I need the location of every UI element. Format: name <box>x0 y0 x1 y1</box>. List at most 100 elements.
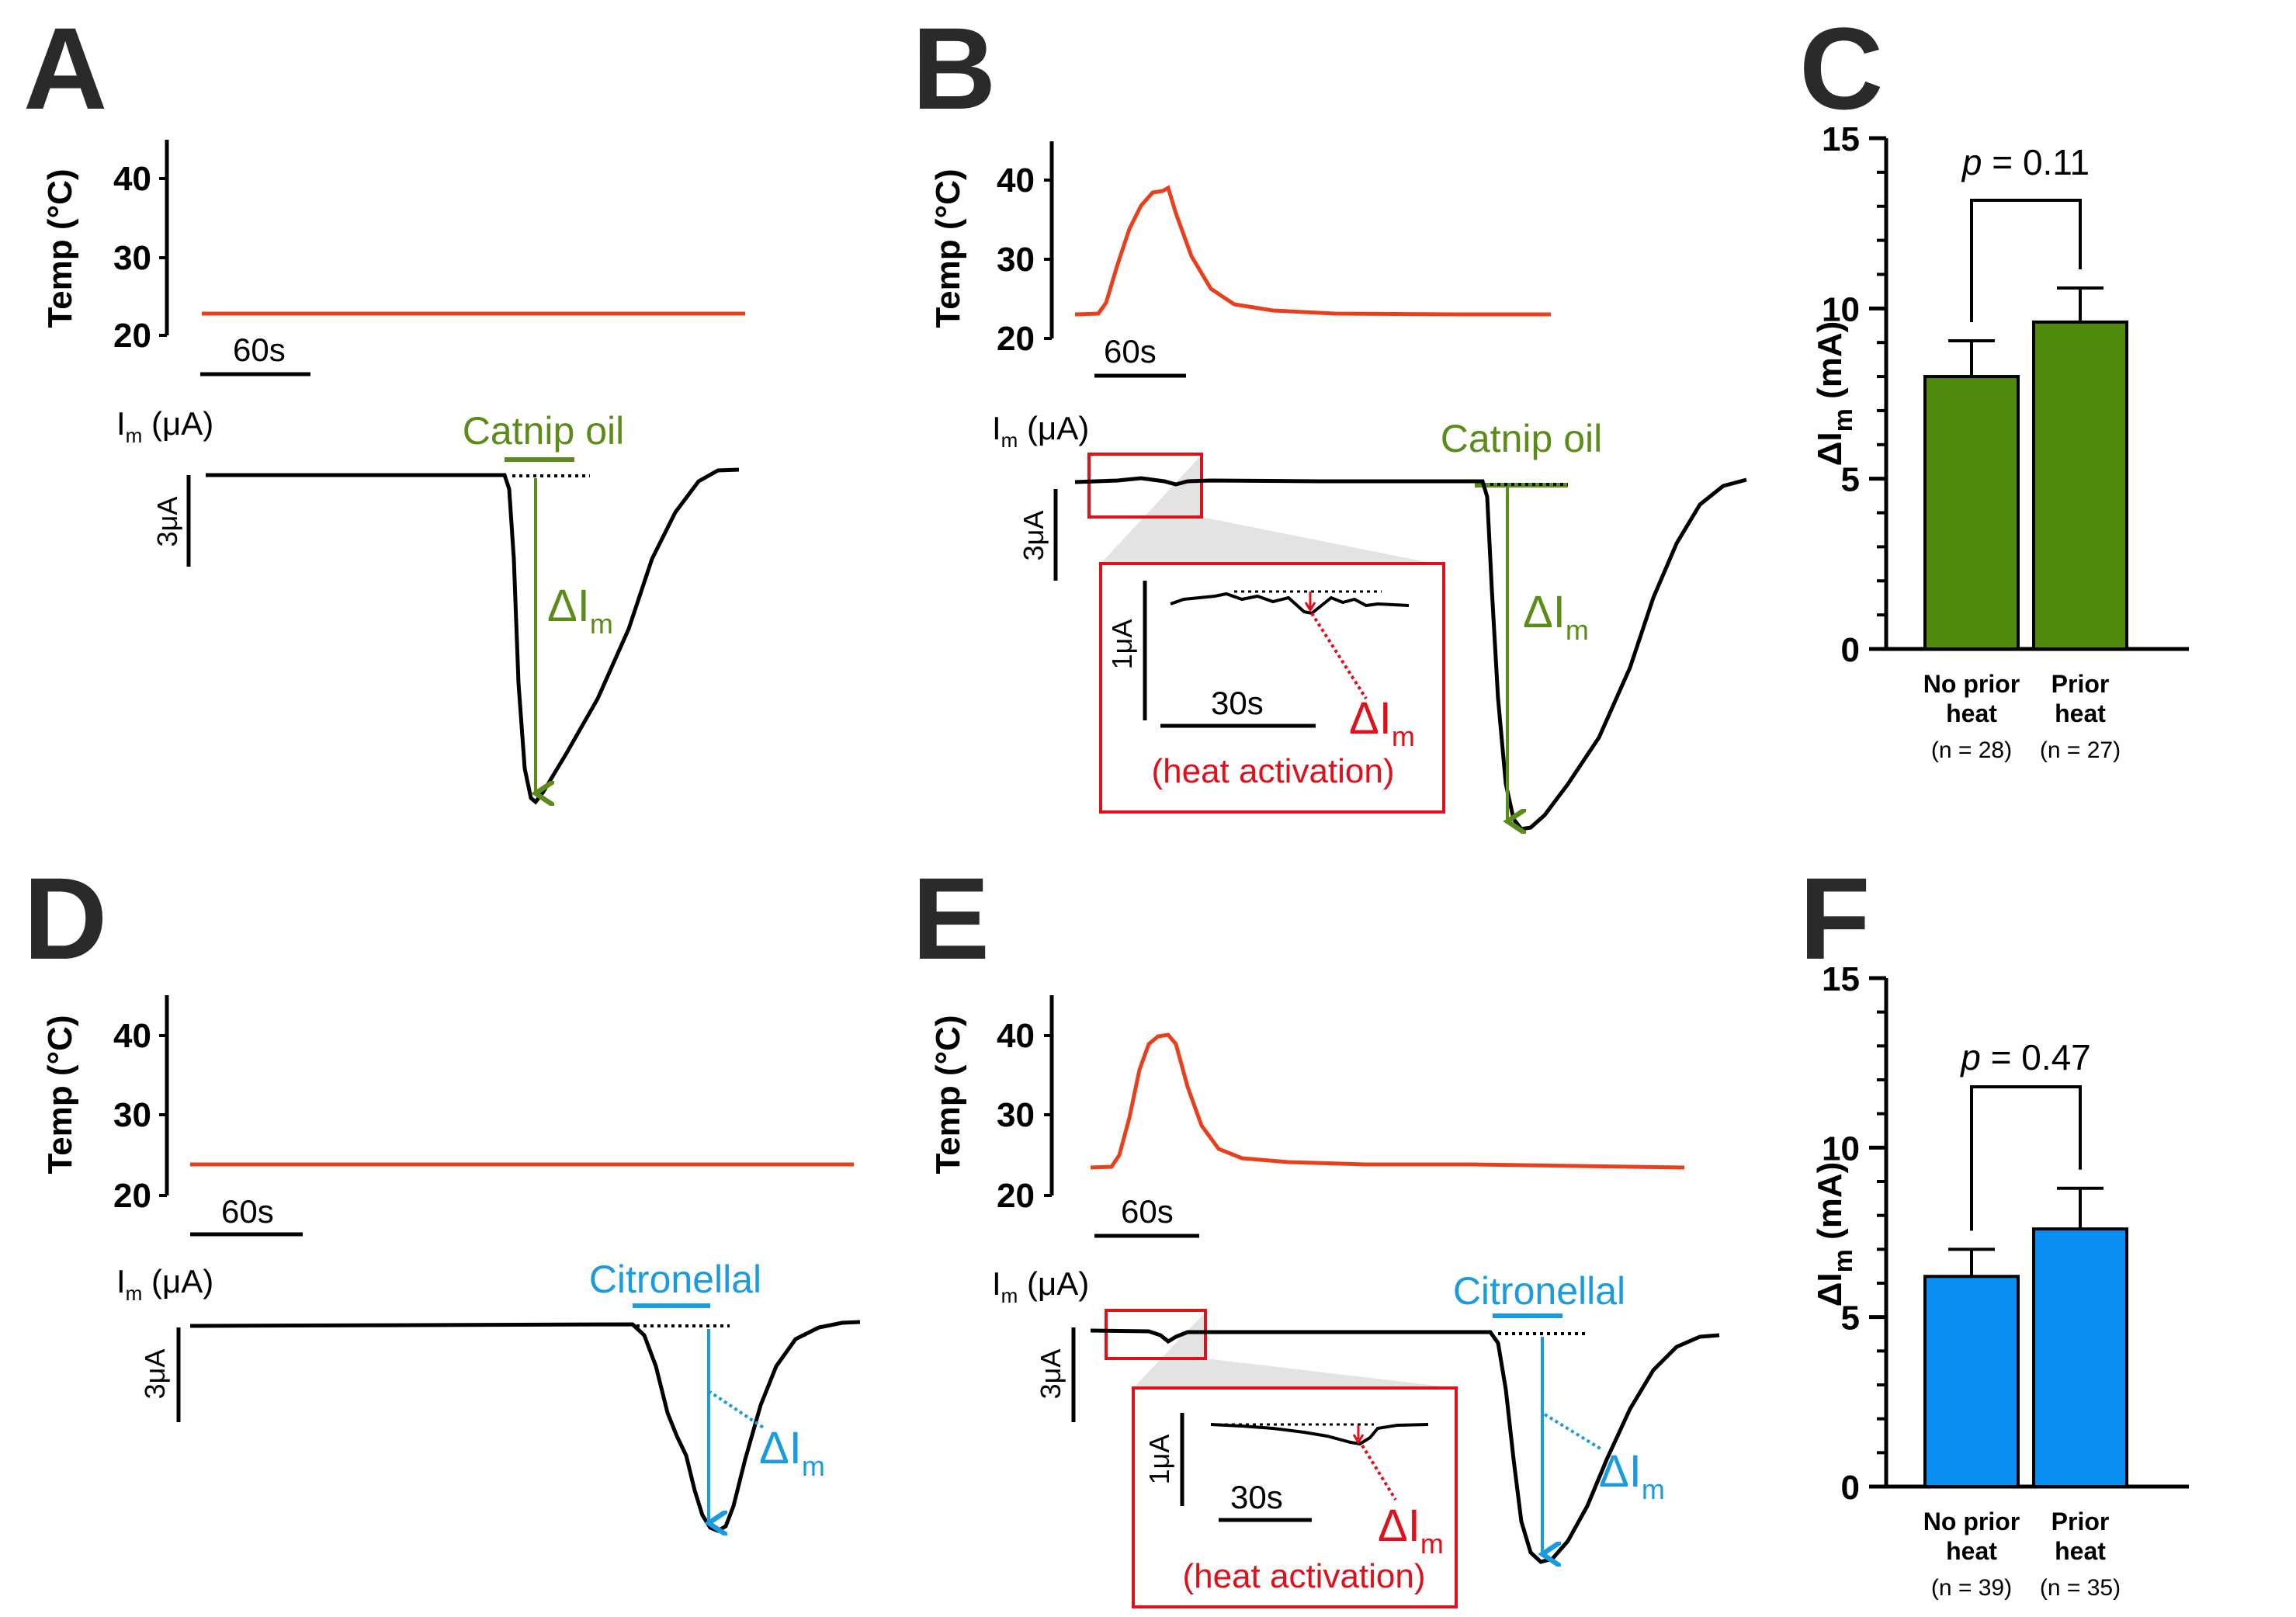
temp-tick-30: 30 <box>997 1096 1035 1134</box>
delta-leader <box>1543 1413 1604 1452</box>
significance-bracket <box>1970 199 2082 323</box>
current-scale-label: 3μA <box>1018 511 1049 561</box>
temp-axis-label: Temp (°C) <box>929 1015 967 1175</box>
y-tick-label: 10 <box>1822 1129 1860 1168</box>
temp-tick-30: 30 <box>113 239 151 277</box>
temp-tick-20: 20 <box>997 1177 1035 1215</box>
zoom-wedge <box>1133 1312 1456 1388</box>
category-n-label: (n = 27) <box>2040 737 2121 763</box>
inset: 1μA 30s ΔIm (heat activation) <box>1132 1386 1458 1608</box>
y-tick-label: 5 <box>1841 1299 1860 1338</box>
panel-e: E 40 30 20 Temp (°C) 60s Im (μA) 3μA Cit… <box>912 853 1720 1608</box>
temp-tick-40: 40 <box>997 161 1035 200</box>
current-trace <box>1090 1328 1720 1564</box>
temp-axis-label: Temp (°C) <box>41 1015 79 1175</box>
current-axis-label: Im (μA) <box>992 1265 1089 1307</box>
zoom-region-box <box>1105 1309 1207 1360</box>
inset-scale-y-label: 1μA <box>1106 619 1138 670</box>
temp-axis-label: Temp (°C) <box>929 169 967 328</box>
panel-letter-f: F <box>1799 853 1871 984</box>
temp-tick-40: 40 <box>113 160 151 198</box>
inset-note: (heat activation) <box>1151 752 1394 790</box>
inset-delta-leader <box>1310 612 1368 700</box>
panel-letter-a: A <box>23 3 107 134</box>
y-tick-label: 5 <box>1841 461 1860 499</box>
delta-leader <box>707 1390 766 1430</box>
delta-label: ΔIm <box>1523 587 1589 646</box>
zoom-wedge <box>1101 455 1434 564</box>
y-tick-label: 15 <box>1822 960 1860 998</box>
bar <box>1923 375 2020 651</box>
category-label: heat <box>1946 1537 1997 1565</box>
y-axis-label: ΔIm (mA) <box>1811 321 1858 467</box>
y-axis-label: ΔIm (mA) <box>1811 1162 1858 1307</box>
delta-label: ΔIm <box>1599 1446 1665 1505</box>
time-scale-label: 60s <box>1104 333 1157 370</box>
category-n-label: (n = 35) <box>2040 1575 2121 1601</box>
panel-letter-e: E <box>912 853 990 984</box>
inset-scale-x-label: 30s <box>1230 1479 1283 1515</box>
inset-delta-label: ΔIm <box>1378 1501 1444 1560</box>
temperature-trace <box>1074 185 1551 317</box>
inset-scale-x-label: 30s <box>1211 685 1264 721</box>
inset-delta-leader <box>1361 1444 1397 1501</box>
inset-note: (heat activation) <box>1182 1557 1425 1595</box>
significance-bracket <box>1970 1085 2082 1231</box>
inset-trace <box>1170 592 1410 616</box>
temp-tick-20: 20 <box>997 320 1035 358</box>
time-scale-label: 60s <box>1121 1193 1174 1230</box>
inset: 1μA 30s ΔIm (heat activation) <box>1099 562 1445 814</box>
y-tick-label: 0 <box>1841 1469 1860 1507</box>
panel-letter-c: C <box>1799 3 1883 134</box>
panel-letter-b: B <box>912 3 996 134</box>
y-tick-label: 0 <box>1841 631 1860 669</box>
zoom-region-box <box>1087 453 1203 519</box>
current-scale-label: 3μA <box>1035 1349 1066 1400</box>
inset-trace <box>1210 1423 1429 1446</box>
delta-label: ΔIm <box>759 1423 825 1482</box>
stimulus-label: Catnip oil <box>463 409 624 453</box>
temperature-trace <box>1090 1032 1685 1170</box>
category-label: Prior <box>2051 670 2110 698</box>
panel-a: A 40 30 20 Temp (°C) 60s Im (μA) 3μA Cat… <box>23 3 745 802</box>
inset-delta-label: ΔIm <box>1349 693 1415 752</box>
category-label: heat <box>1946 699 1997 727</box>
time-scale-label: 60s <box>233 331 286 368</box>
category-n-label: (n = 28) <box>1931 737 2012 763</box>
stimulus-label: Citronellal <box>1453 1269 1625 1313</box>
current-scale-label: 3μA <box>139 1349 171 1400</box>
current-trace <box>206 467 740 805</box>
temp-tick-20: 20 <box>113 1177 151 1215</box>
inset-scale-y-label: 1μA <box>1143 1435 1175 1485</box>
current-axis-label: Im (μA) <box>116 1263 213 1305</box>
bar <box>2032 1227 2128 1488</box>
stimulus-label: Citronellal <box>589 1258 761 1301</box>
panel-b: B 40 30 20 Temp (°C) 60s Im (μA) 3μA Cat… <box>912 3 1747 829</box>
inset-box <box>1099 562 1445 814</box>
y-tick-label: 10 <box>1822 290 1860 328</box>
temp-tick-20: 20 <box>113 317 151 355</box>
category-label: heat <box>2055 1537 2106 1565</box>
category-label: heat <box>2055 699 2106 727</box>
time-scale-label: 60s <box>221 1193 274 1230</box>
temp-tick-30: 30 <box>997 241 1035 279</box>
stimulus-label: Catnip oil <box>1441 417 1602 460</box>
p-value-label: p = 0.11 <box>1961 142 2090 182</box>
category-label: No prior <box>1923 1508 2020 1535</box>
bar <box>1923 1275 2020 1489</box>
temp-tick-40: 40 <box>113 1017 151 1055</box>
current-axis-label: Im (μA) <box>116 405 213 447</box>
current-scale-label: 3μA <box>151 497 183 547</box>
current-axis-label: Im (μA) <box>992 410 1089 452</box>
category-n-label: (n = 39) <box>1931 1575 2012 1601</box>
category-label: No prior <box>1923 670 2020 698</box>
panel-letter-d: D <box>23 853 107 984</box>
y-tick-label: 15 <box>1822 120 1860 158</box>
temp-tick-40: 40 <box>997 1017 1035 1055</box>
category-label: Prior <box>2051 1508 2110 1535</box>
panel-d: D 40 30 20 Temp (°C) 60s Im (μA) 3μA Cit… <box>23 853 861 1531</box>
temp-tick-30: 30 <box>113 1096 151 1134</box>
